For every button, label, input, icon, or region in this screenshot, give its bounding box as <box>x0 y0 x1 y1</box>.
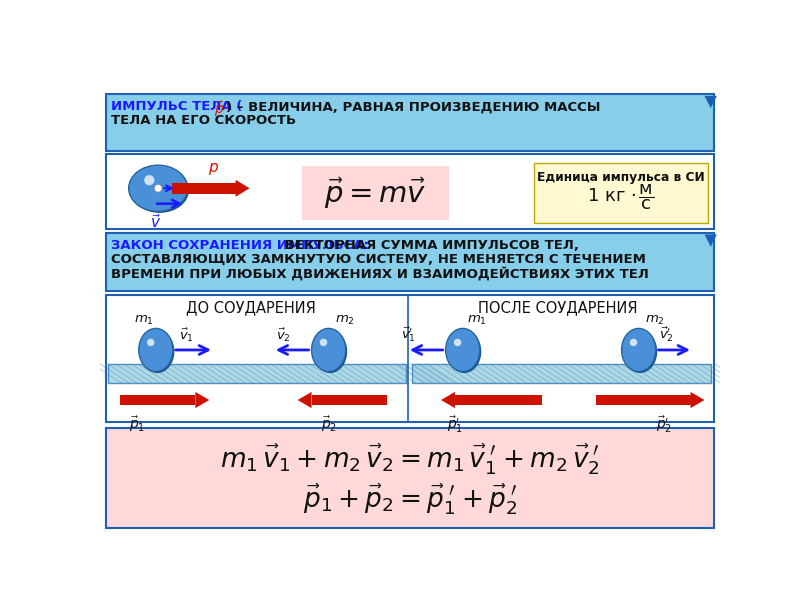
Ellipse shape <box>138 328 173 371</box>
Text: $p$: $p$ <box>209 161 219 178</box>
Bar <box>106 94 714 151</box>
Bar <box>106 94 714 151</box>
Text: $\vec{p}_2'$: $\vec{p}_2'$ <box>657 414 673 434</box>
Text: $m_2$: $m_2$ <box>335 314 354 327</box>
Text: ) – ВЕЛИЧИНА, РАВНАЯ ПРОИЗВЕДЕНИЮ МАССЫ: ) – ВЕЛИЧИНА, РАВНАЯ ПРОИЗВЕДЕНИЮ МАССЫ <box>226 100 601 113</box>
Text: $\vec{p}_1$: $\vec{p}_1$ <box>130 414 146 434</box>
Text: $\vec{p}_2$: $\vec{p}_2$ <box>321 414 337 434</box>
Circle shape <box>320 338 327 346</box>
Text: 1 кг $\cdot\,\dfrac{\text{м}}{\text{с}}$: 1 кг $\cdot\,\dfrac{\text{м}}{\text{с}}$ <box>587 182 654 212</box>
Text: $m_1$: $m_1$ <box>134 314 154 327</box>
Bar <box>106 233 714 290</box>
Text: $m_1$: $m_1$ <box>466 314 486 327</box>
Bar <box>534 163 708 223</box>
Polygon shape <box>195 392 210 408</box>
Polygon shape <box>596 395 690 405</box>
Polygon shape <box>455 395 542 405</box>
Text: ТЕЛА НА ЕГО СКОРОСТЬ: ТЕЛА НА ЕГО СКОРОСТЬ <box>111 115 296 127</box>
Circle shape <box>144 175 154 185</box>
Polygon shape <box>298 392 311 408</box>
Text: СОСТАВЛЯЮЩИХ ЗАМКНУТУЮ СИСТЕМУ, НЕ МЕНЯЕТСЯ С ТЕЧЕНИЕМ: СОСТАВЛЯЮЩИХ ЗАМКНУТУЮ СИСТЕМУ, НЕ МЕНЯЕ… <box>111 253 646 266</box>
Circle shape <box>630 338 638 346</box>
Text: $\vec{p}_1 + \vec{p}_2 = \vec{p}_1^{\;\prime} + \vec{p}_2^{\;\prime}$: $\vec{p}_1 + \vec{p}_2 = \vec{p}_1^{\;\p… <box>302 482 518 517</box>
Ellipse shape <box>313 330 347 373</box>
Bar <box>534 163 708 223</box>
Bar <box>106 295 714 422</box>
Polygon shape <box>120 395 195 405</box>
Text: ИМПУЛЬС ТЕЛА (: ИМПУЛЬС ТЕЛА ( <box>111 100 242 113</box>
Ellipse shape <box>447 330 482 373</box>
Text: $m_1\,\vec{v}_1 + m_2\,\vec{v}_2 = m_1\,\vec{v}_1^{\;\prime} + m_2\,\vec{v}_2^{\: $m_1\,\vec{v}_1 + m_2\,\vec{v}_2 = m_1\,… <box>220 442 600 477</box>
Circle shape <box>147 338 154 346</box>
Ellipse shape <box>622 328 656 371</box>
Ellipse shape <box>130 167 189 213</box>
Ellipse shape <box>129 165 187 211</box>
Bar <box>106 428 714 528</box>
Text: $\vec{p}_1'$: $\vec{p}_1'$ <box>447 414 463 434</box>
Text: $\vec{p} = m\vec{v}$: $\vec{p} = m\vec{v}$ <box>324 175 426 211</box>
Polygon shape <box>311 395 386 405</box>
Ellipse shape <box>140 330 174 373</box>
Polygon shape <box>690 392 705 408</box>
Text: ДО СОУДАРЕНИЯ: ДО СОУДАРЕНИЯ <box>186 301 316 316</box>
Bar <box>106 295 714 422</box>
Polygon shape <box>441 392 455 408</box>
Polygon shape <box>172 183 236 194</box>
Ellipse shape <box>446 328 480 371</box>
Ellipse shape <box>311 328 346 371</box>
Bar <box>106 154 714 229</box>
Text: ПОСЛЕ СОУДАРЕНИЯ: ПОСЛЕ СОУДАРЕНИЯ <box>478 301 637 316</box>
Text: $\vec{v}_2'$: $\vec{v}_2'$ <box>658 325 674 344</box>
Bar <box>108 364 406 383</box>
Bar <box>106 233 714 290</box>
Polygon shape <box>236 180 250 197</box>
Circle shape <box>154 184 162 192</box>
Polygon shape <box>705 235 717 247</box>
Polygon shape <box>705 96 717 108</box>
Text: ВРЕМЕНИ ПРИ ЛЮБЫХ ДВИЖЕНИЯХ И ВЗАИМОДЕЙСТВИЯХ ЭТИХ ТЕЛ: ВРЕМЕНИ ПРИ ЛЮБЫХ ДВИЖЕНИЯХ И ВЗАИМОДЕЙС… <box>111 267 649 281</box>
Bar <box>412 364 710 383</box>
Text: $\vec{v}_2$: $\vec{v}_2$ <box>276 326 290 344</box>
Bar <box>106 428 714 528</box>
Text: $\vec{v}$: $\vec{v}$ <box>150 213 162 231</box>
Bar <box>106 154 714 229</box>
Text: $\vec{v}_1$: $\vec{v}_1$ <box>179 326 194 344</box>
Text: $\vec{v}_1'$: $\vec{v}_1'$ <box>401 325 416 344</box>
Text: ЗАКОН СОХРАНЕНИЯ ИМПУЛЬСА:: ЗАКОН СОХРАНЕНИЯ ИМПУЛЬСА: <box>111 239 369 252</box>
Text: $m_2$: $m_2$ <box>645 314 665 327</box>
Ellipse shape <box>623 330 658 373</box>
Text: Единица импульса в СИ: Единица импульса в СИ <box>537 170 705 184</box>
Circle shape <box>454 338 462 346</box>
Text: ВЕКТОРНАЯ СУММА ИМПУЛЬСОВ ТЕЛ,: ВЕКТОРНАЯ СУММА ИМПУЛЬСОВ ТЕЛ, <box>280 239 578 252</box>
Bar <box>302 166 449 220</box>
Text: $\vec{p}$: $\vec{p}$ <box>214 100 224 119</box>
